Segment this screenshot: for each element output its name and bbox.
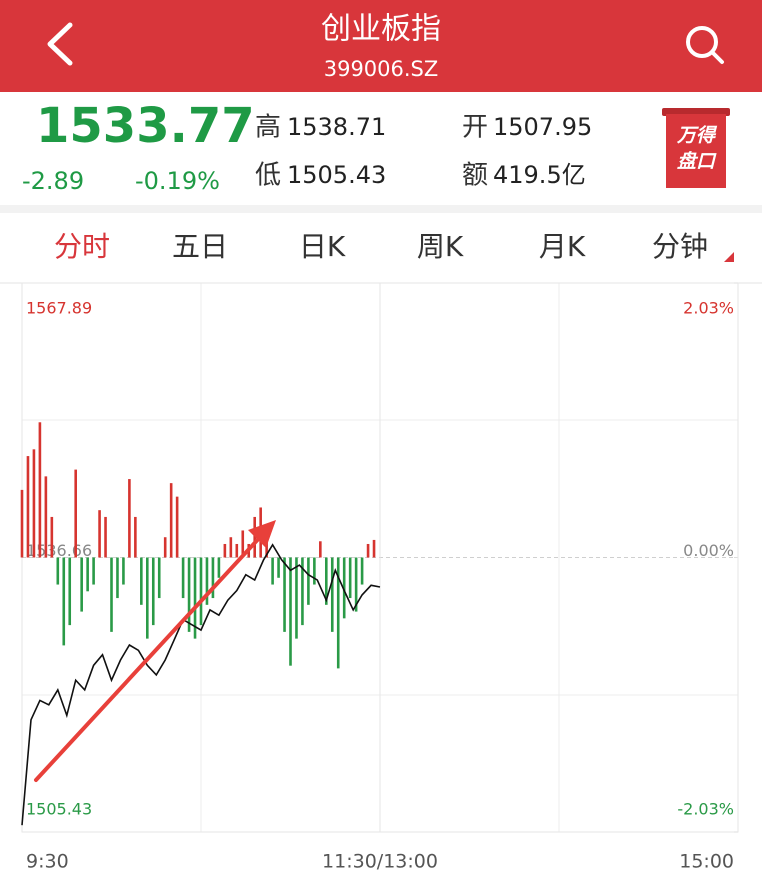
badge-text: 盘口	[677, 151, 717, 173]
search-button[interactable]	[686, 26, 724, 64]
flow-bar	[62, 557, 66, 646]
low-label: 低	[255, 161, 281, 191]
high-value: 1538.71	[287, 113, 386, 141]
flow-bar	[348, 557, 352, 599]
flow-bar	[307, 557, 310, 605]
y-tick-label: 1536.66	[26, 541, 92, 560]
flow-bar	[223, 543, 227, 558]
flow-bar	[50, 516, 54, 558]
flow-bar	[271, 557, 274, 585]
flow-bar	[20, 489, 24, 558]
flow-bar	[175, 496, 179, 558]
y-tick-label: 1567.89	[26, 299, 92, 318]
flow-bar	[217, 557, 221, 578]
flow-bar	[86, 557, 89, 592]
flow-bar	[295, 557, 298, 639]
flow-bar	[330, 557, 334, 632]
header-bar	[0, 0, 762, 92]
flow-bar	[140, 557, 143, 605]
open-value: 1507.95	[493, 113, 592, 141]
flow-bar	[98, 510, 101, 558]
flow-bar	[157, 557, 161, 599]
flow-bar	[199, 557, 203, 626]
flow-bar	[205, 557, 209, 605]
divider	[0, 205, 762, 213]
flow-bar	[235, 543, 239, 558]
flow-bar	[163, 537, 167, 558]
flow-bar	[32, 449, 36, 558]
flow-bar	[372, 539, 376, 558]
flow-bar	[146, 557, 149, 639]
flow-bar	[80, 557, 83, 612]
high-label: 高	[255, 113, 281, 143]
flow-bar	[151, 557, 155, 626]
flow-bar	[241, 530, 245, 558]
flow-bar	[229, 537, 233, 558]
intraday-chart: 1505.43 1536.66 1567.89 -2.03% 0.00% 2.03% 9:3…	[20, 282, 739, 873]
flow-bar	[187, 557, 191, 632]
last-price: 1533.77	[36, 98, 255, 154]
tab-bar: 分时 五日 日K 周K 月K 分钟	[54, 230, 708, 263]
flow-bar	[44, 476, 48, 558]
flow-bar	[283, 557, 286, 632]
flow-bar	[325, 557, 328, 605]
x-tick-label: 11:30/13:00	[322, 851, 438, 873]
annotation-arrow	[34, 533, 264, 782]
flow-bar	[128, 479, 131, 558]
flow-bar	[110, 557, 113, 632]
flow-bar	[336, 557, 340, 669]
y-tick-label: 1505.43	[26, 800, 92, 819]
flow-bar	[277, 557, 280, 578]
y2-tick-label: 2.03%	[683, 299, 734, 318]
y2-tick-label: 0.00%	[683, 541, 734, 560]
wind-badge[interactable]: 万得 盘口	[662, 108, 730, 188]
annotation-arrowhead	[248, 520, 276, 548]
flow-bar	[342, 557, 346, 619]
flow-bar	[26, 456, 30, 558]
flow-bar	[366, 543, 370, 558]
dropdown-indicator	[724, 252, 734, 262]
flow-bar	[122, 557, 125, 585]
page-title: 创业板指	[321, 12, 441, 47]
stock-code: 399006.SZ	[324, 57, 439, 81]
tab[interactable]: 分钟	[652, 230, 708, 263]
tab[interactable]: 日K	[299, 230, 346, 263]
flow-bar	[134, 516, 137, 558]
price-change-pct: -0.19%	[135, 167, 220, 195]
flow-bar	[319, 541, 322, 558]
y2-tick-label: -2.03%	[677, 800, 734, 819]
price-change: -2.89	[22, 167, 84, 195]
open-label: 开	[462, 113, 488, 143]
flow-bar	[360, 557, 364, 585]
x-tick-label: 15:00	[679, 851, 734, 873]
amount-label: 额	[462, 161, 488, 191]
flow-bar	[181, 557, 185, 599]
flow-bar	[193, 557, 197, 639]
badge-text: 万得	[676, 125, 718, 147]
flow-bar	[116, 557, 119, 599]
tab[interactable]: 月K	[539, 230, 586, 263]
flow-bar	[169, 483, 173, 558]
price-line	[21, 543, 381, 826]
tab[interactable]: 五日	[172, 230, 228, 263]
flow-bar	[211, 557, 215, 599]
flow-bar	[253, 516, 256, 558]
x-tick-label: 9:30	[26, 851, 69, 873]
flow-bar	[68, 557, 72, 626]
low-value: 1505.43	[287, 161, 386, 189]
back-button[interactable]	[47, 22, 73, 66]
flow-bar	[92, 557, 95, 585]
flow-bar	[354, 557, 358, 612]
flow-bar	[104, 516, 107, 558]
flow-bar	[313, 557, 316, 585]
flow-bar	[74, 469, 77, 558]
flow-bar	[289, 557, 292, 666]
amount-value: 419.5亿	[493, 161, 586, 189]
tab[interactable]: 分时	[54, 230, 110, 263]
tab[interactable]: 周K	[417, 230, 464, 263]
flow-bar	[301, 557, 304, 626]
flow-bar	[56, 557, 60, 585]
flow-bar	[38, 422, 42, 558]
